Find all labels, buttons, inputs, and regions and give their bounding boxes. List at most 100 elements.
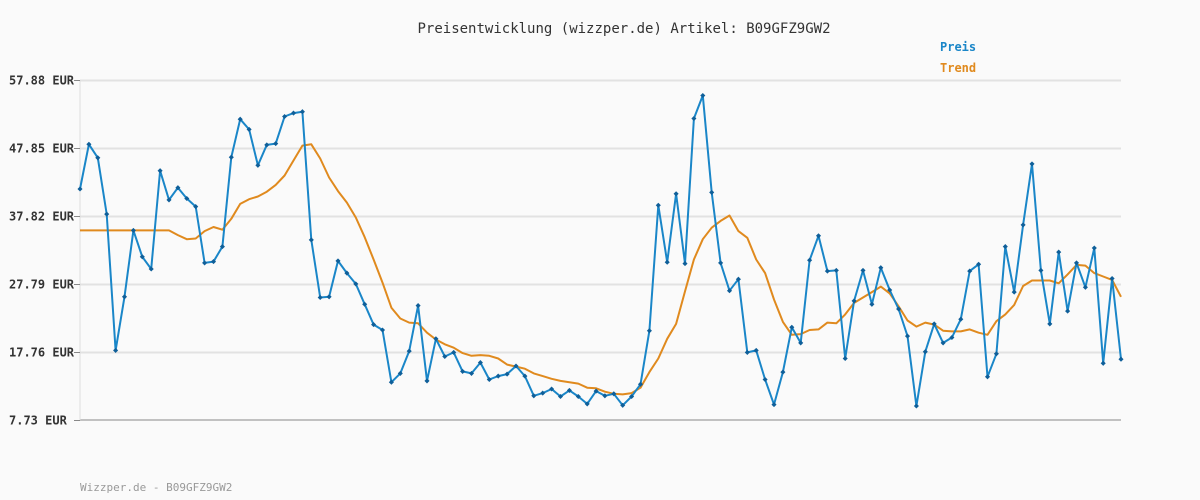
preis-point [691, 115, 697, 122]
preis-point [682, 261, 688, 267]
preis-point [148, 266, 154, 272]
preis-point [388, 379, 394, 385]
preis-point [228, 154, 234, 160]
preis-point [460, 368, 466, 374]
preis-point [130, 227, 136, 233]
preis-point [842, 355, 848, 362]
preis-point [433, 336, 439, 342]
preis-point [495, 373, 501, 379]
preis-point [317, 294, 323, 301]
preis-point [833, 267, 839, 273]
preis-point [673, 191, 679, 197]
preis-point [468, 370, 475, 376]
preis-point [406, 348, 412, 354]
preis-point [735, 276, 741, 282]
preis-point [139, 254, 145, 260]
preis-point [637, 381, 644, 387]
preis-point [798, 340, 804, 346]
series-line-trend [80, 143, 1122, 396]
preis-point [184, 195, 190, 202]
preis-point [780, 369, 786, 375]
preis-point [904, 333, 911, 339]
preis-point [718, 260, 724, 266]
preis-point [308, 237, 314, 243]
preis-point [237, 116, 243, 122]
preis-point [557, 393, 564, 400]
preis-point [549, 386, 555, 392]
preis-point [344, 270, 350, 276]
preis-point [95, 155, 101, 161]
preis-point [1100, 360, 1106, 366]
preis-point [299, 109, 305, 115]
preis-point [709, 189, 715, 195]
preis-point [744, 349, 750, 355]
preis-point [1109, 275, 1115, 282]
preis-point [655, 202, 661, 208]
preis-point [1065, 308, 1071, 314]
preis-point [202, 260, 208, 266]
grid-lines [80, 79, 1121, 354]
preis-point [219, 244, 225, 250]
preis-point [815, 233, 822, 239]
preis-point [282, 113, 288, 120]
preis-point [522, 373, 528, 379]
preis-point [193, 204, 199, 210]
preis-point [504, 371, 510, 377]
preis-point [353, 281, 359, 287]
preis-point [976, 261, 982, 267]
preis-point [646, 328, 652, 334]
preis-point [807, 257, 813, 263]
preis-point [77, 186, 83, 192]
preis-point [664, 259, 670, 265]
preis-point [442, 353, 448, 360]
legend-trend: Trend [940, 61, 976, 75]
preis-point [762, 376, 768, 383]
legend-preis: Preis [940, 40, 976, 54]
preis-point [1118, 356, 1124, 362]
preis-point [290, 110, 297, 116]
preis-point [584, 401, 590, 407]
series-lines [77, 92, 1124, 409]
preis-point [424, 378, 430, 384]
preis-point [210, 259, 217, 265]
preis-point [940, 340, 946, 346]
preis-point [379, 327, 386, 333]
preis-point [1002, 244, 1008, 250]
preis-point [1020, 222, 1026, 228]
preis-point [397, 370, 403, 376]
preis-point [486, 376, 492, 383]
preis-point [113, 347, 119, 353]
preis-point [273, 141, 279, 147]
preis-point [1082, 284, 1088, 290]
preis-point [1073, 260, 1080, 266]
chart-title: Preisentwicklung (wizzper.de) Artikel: B… [417, 21, 830, 37]
preis-point [246, 126, 252, 132]
y-tick-label: 57.88 EUR [9, 74, 75, 88]
preis-point [620, 402, 626, 408]
preis-point [335, 258, 341, 264]
preis-point [1056, 249, 1062, 255]
preis-point [869, 301, 875, 307]
preis-point [86, 141, 92, 147]
preis-point [513, 363, 519, 369]
preis-point [175, 185, 181, 191]
preis-point [326, 294, 332, 300]
preis-point [575, 393, 581, 400]
preis-point [1047, 321, 1053, 327]
preis-point [887, 287, 893, 293]
preis-point [371, 322, 377, 328]
series-line-preis [79, 94, 1122, 407]
y-tick-label: 47.85 EUR [9, 142, 75, 156]
preis-point [415, 303, 421, 309]
preis-point [629, 393, 635, 400]
preis-point [931, 321, 937, 327]
preis-point [1091, 245, 1097, 251]
preis-point [753, 347, 759, 353]
preis-point [166, 197, 172, 203]
preis-point [1038, 267, 1044, 273]
preis-point [531, 393, 537, 399]
preis-point [789, 324, 795, 330]
preis-point [1029, 161, 1035, 167]
y-tick-label: 27.79 EUR [9, 278, 75, 292]
